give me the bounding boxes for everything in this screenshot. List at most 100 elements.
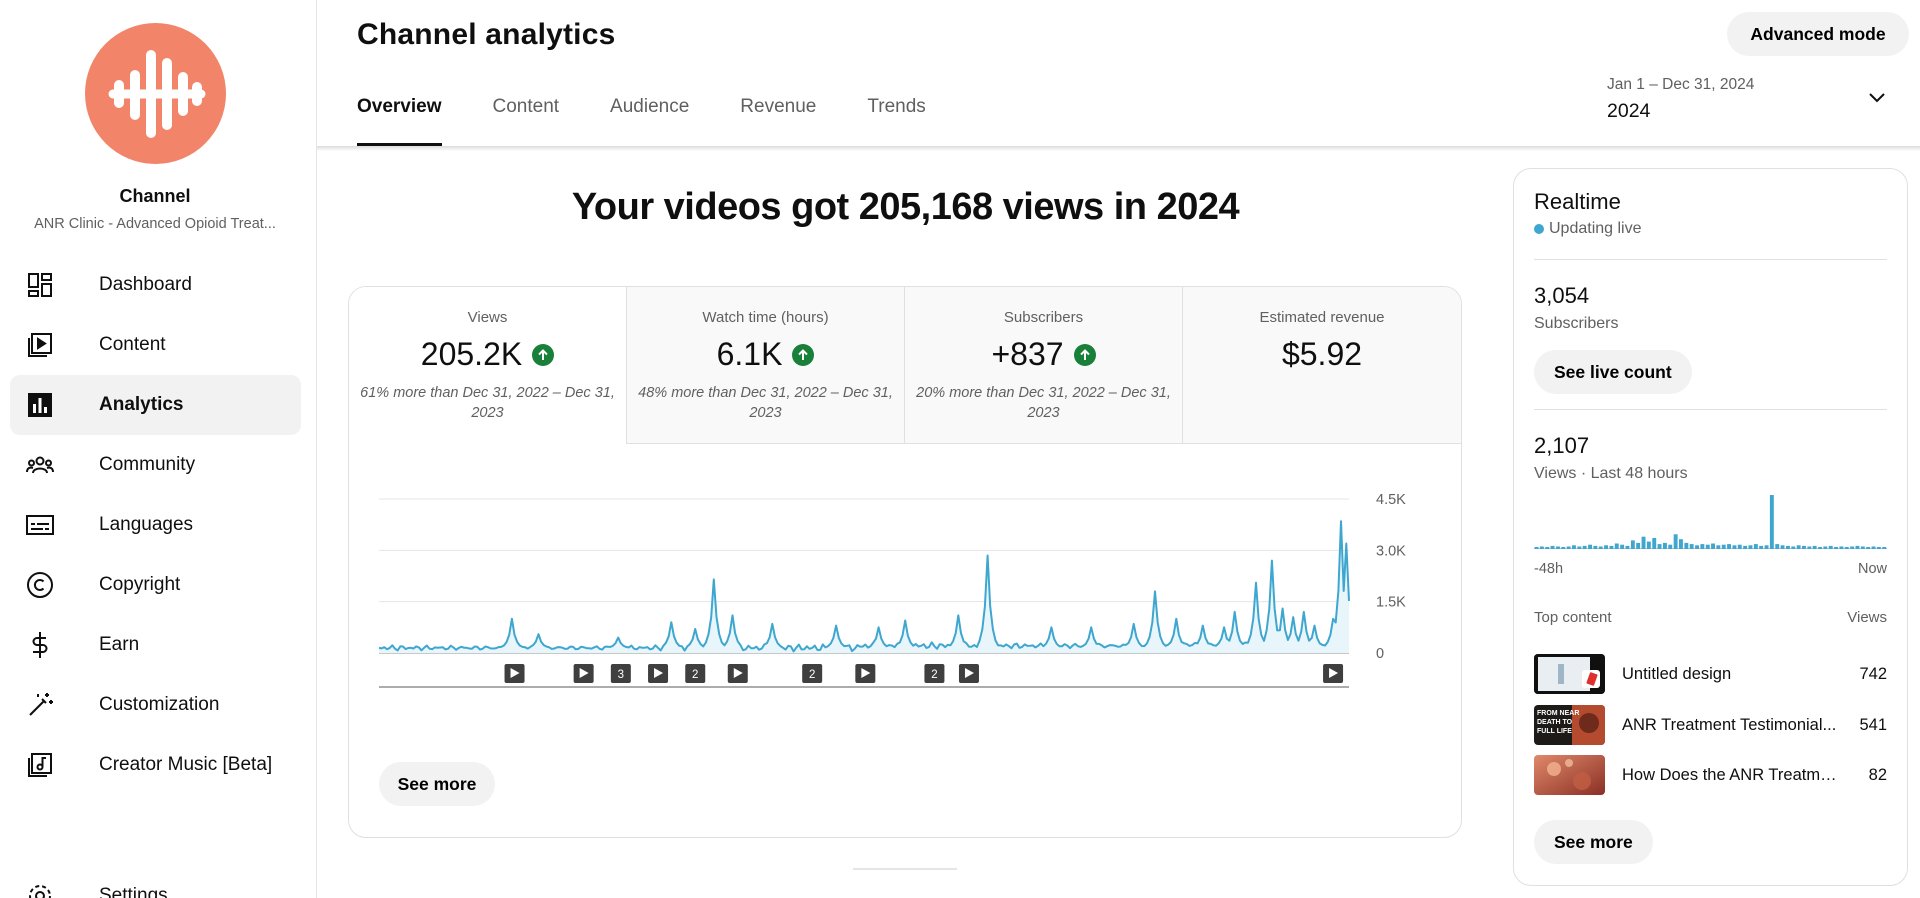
video-marker[interactable]: 2 bbox=[924, 664, 945, 683]
arrow-up-icon bbox=[1073, 343, 1096, 366]
community-icon bbox=[26, 451, 54, 479]
metric-value: +837 bbox=[991, 336, 1064, 372]
realtime-bar bbox=[1737, 544, 1742, 549]
realtime-bar bbox=[1791, 546, 1796, 549]
realtime-bar bbox=[1539, 546, 1544, 549]
realtime-bar bbox=[1705, 544, 1710, 549]
play-icon bbox=[733, 668, 743, 678]
arrow-up-icon bbox=[532, 343, 555, 366]
sidebar-item-languages[interactable]: Languages bbox=[10, 495, 301, 555]
video-marker[interactable] bbox=[727, 664, 748, 683]
play-icon bbox=[861, 668, 871, 678]
svg-text:DEATH TO: DEATH TO bbox=[1537, 719, 1573, 726]
sidebar-item-label: Languages bbox=[99, 514, 194, 535]
top-content-views: 742 bbox=[1859, 664, 1887, 683]
realtime-bar bbox=[1807, 546, 1812, 549]
video-marker[interactable] bbox=[573, 664, 594, 683]
music-icon bbox=[26, 751, 54, 779]
realtime-bar bbox=[1625, 545, 1630, 549]
sidebar-item-analytics[interactable]: Analytics bbox=[10, 375, 301, 435]
subtitles-icon bbox=[26, 511, 54, 539]
chevron-down-icon bbox=[1867, 90, 1887, 109]
see-live-count-button[interactable]: See live count bbox=[1534, 350, 1692, 394]
video-marker[interactable]: 2 bbox=[802, 664, 823, 683]
realtime-bar bbox=[1753, 544, 1758, 549]
sidebar-item-content[interactable]: Content bbox=[10, 315, 301, 375]
divider bbox=[1534, 259, 1887, 260]
realtime-bar bbox=[1646, 541, 1651, 549]
play-icon bbox=[964, 668, 974, 678]
tab-content[interactable]: Content bbox=[492, 96, 560, 117]
realtime-views-chart[interactable] bbox=[1534, 489, 1887, 549]
dashboard-icon bbox=[26, 271, 54, 299]
metric-subscribers[interactable]: Subscribers +837 20% more than Dec 31, 2… bbox=[905, 287, 1183, 444]
video-marker[interactable] bbox=[1323, 664, 1344, 683]
tab-overview[interactable]: Overview bbox=[357, 96, 442, 146]
realtime-bar bbox=[1663, 542, 1667, 549]
realtime-subscribers-value: 3,054 bbox=[1534, 283, 1590, 308]
top-content-item[interactable]: FROM NEAR DEATH TO FULL LIFE ANR Treatme… bbox=[1534, 705, 1887, 745]
top-content-item[interactable]: How Does the ANR Treatment... 82 bbox=[1534, 755, 1887, 795]
sidebar-item-label: Content bbox=[99, 334, 166, 355]
sidebar-item-customization[interactable]: Customization bbox=[10, 675, 301, 735]
gear-icon bbox=[26, 882, 54, 898]
video-marker[interactable] bbox=[855, 664, 876, 683]
top-content-title: Untitled design bbox=[1622, 664, 1732, 683]
realtime-bar bbox=[1534, 547, 1539, 549]
realtime-bar bbox=[1593, 545, 1598, 549]
metric-revenue[interactable]: Estimated revenue $5.92 bbox=[1183, 287, 1461, 444]
realtime-bar bbox=[1561, 547, 1566, 549]
channel-avatar[interactable] bbox=[85, 23, 226, 164]
sidebar-item-copyright[interactable]: Copyright bbox=[10, 555, 301, 615]
realtime-bar bbox=[1695, 545, 1699, 549]
top-content-views: 541 bbox=[1859, 715, 1887, 734]
metric-views[interactable]: Views 205.2K 61% more than Dec 31, 2022 … bbox=[349, 287, 627, 444]
axis-end-label: Now bbox=[1857, 561, 1887, 577]
video-marker[interactable]: 3 bbox=[610, 664, 631, 683]
realtime-bar bbox=[1582, 545, 1587, 549]
realtime-bar bbox=[1860, 546, 1865, 549]
page-title: Channel analytics bbox=[357, 18, 616, 51]
realtime-bar bbox=[1748, 545, 1753, 549]
realtime-bar bbox=[1759, 545, 1764, 549]
realtime-bar bbox=[1689, 544, 1694, 549]
realtime-bar bbox=[1802, 545, 1806, 549]
tab-revenue[interactable]: Revenue bbox=[740, 96, 817, 117]
views-chart-container: 01.5K3.0K4.5K3222Jan 1, 20...Mar 2, 2024… bbox=[349, 444, 1462, 716]
metric-comparison: 48% more than Dec 31, 2022 – Dec 31, 202… bbox=[638, 385, 893, 421]
advanced-mode-button[interactable]: Advanced mode bbox=[1727, 12, 1909, 56]
see-more-button[interactable]: See more bbox=[379, 762, 495, 806]
sidebar-item-label: Community bbox=[99, 454, 196, 475]
video-marker[interactable] bbox=[648, 664, 669, 683]
y-tick-label: 1.5K bbox=[1376, 595, 1406, 611]
tab-trends[interactable]: Trends bbox=[867, 96, 926, 117]
sidebar-item-settings[interactable]: Settings bbox=[26, 882, 168, 898]
top-content-item[interactable]: Untitled design 742 bbox=[1534, 654, 1887, 694]
metric-label: Subscribers bbox=[1003, 309, 1084, 326]
metric-watch-time[interactable]: Watch time (hours) 6.1K 48% more than De… bbox=[627, 287, 905, 444]
realtime-bar bbox=[1673, 534, 1678, 549]
realtime-bar bbox=[1871, 546, 1876, 549]
content-icon bbox=[26, 331, 54, 359]
realtime-card: Realtime Updating live 3,054 Subscribers… bbox=[1513, 168, 1908, 886]
sidebar-item-dashboard[interactable]: Dashboard bbox=[10, 255, 301, 315]
realtime-bar bbox=[1850, 546, 1855, 549]
sidebar-item-creator-music[interactable]: Creator Music [Beta] bbox=[10, 735, 301, 795]
live-dot-icon bbox=[1534, 224, 1544, 234]
metric-value: 6.1K bbox=[716, 336, 783, 372]
video-marker[interactable] bbox=[958, 664, 979, 683]
sidebar-item-label: Copyright bbox=[99, 574, 181, 595]
video-marker[interactable] bbox=[504, 664, 525, 683]
views-chart[interactable]: 01.5K3.0K4.5K3222Jan 1, 20...Mar 2, 2024… bbox=[349, 444, 1462, 716]
see-more-button[interactable]: See more bbox=[1534, 820, 1653, 864]
realtime-bar bbox=[1839, 546, 1844, 549]
sidebar-item-earn[interactable]: Earn bbox=[10, 615, 301, 675]
video-marker-count: 2 bbox=[692, 669, 698, 681]
play-icon bbox=[1329, 668, 1339, 678]
video-marker[interactable]: 2 bbox=[685, 664, 706, 683]
date-range-picker[interactable]: Jan 1 – Dec 31, 2024 2024 bbox=[1607, 76, 1887, 126]
video-thumbnail: FROM NEAR DEATH TO FULL LIFE bbox=[1534, 705, 1605, 745]
tab-audience[interactable]: Audience bbox=[610, 96, 690, 117]
sidebar-item-community[interactable]: Community bbox=[10, 435, 301, 495]
